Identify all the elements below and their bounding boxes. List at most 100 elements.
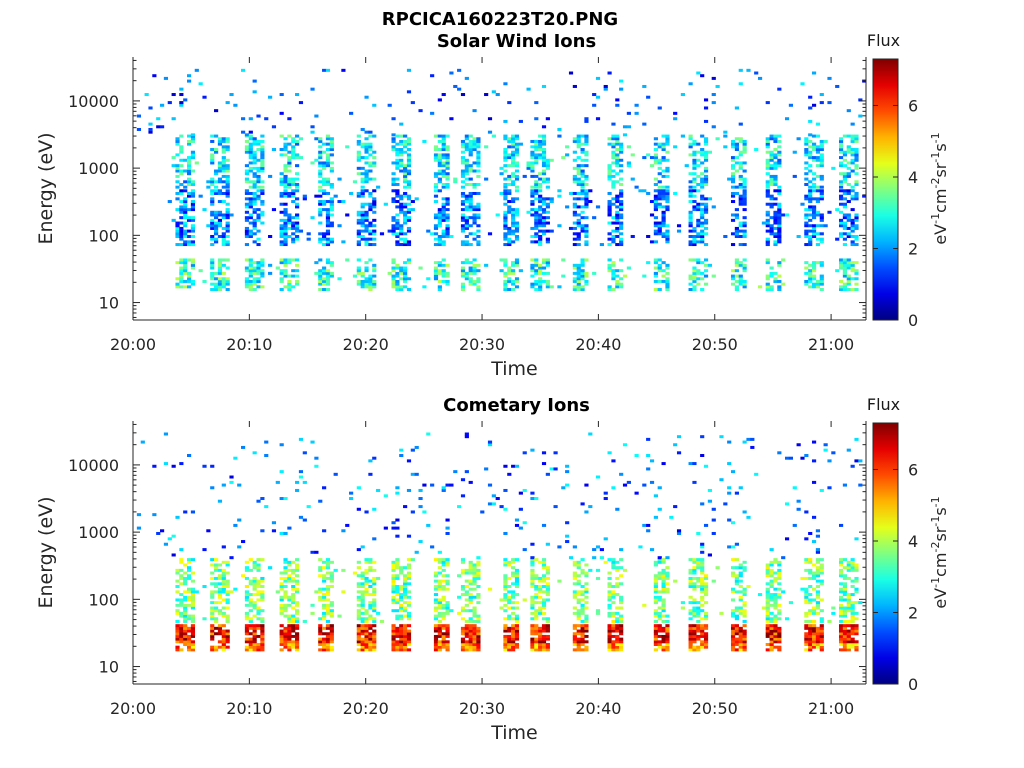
flux-cell <box>615 200 620 204</box>
flux-cell <box>345 523 350 527</box>
flux-cell <box>811 177 817 181</box>
flux-cell <box>476 563 481 567</box>
flux-cell <box>225 590 230 594</box>
flux-cell <box>541 590 547 594</box>
flux-cell <box>846 145 851 149</box>
flux-cell <box>322 645 327 649</box>
x-tick-label: 21:00 <box>808 335 854 354</box>
flux-cell <box>214 180 219 184</box>
flux-cell <box>665 200 670 204</box>
flux-cell <box>179 634 184 638</box>
flux-cell <box>630 177 635 181</box>
flux-cell <box>503 603 508 607</box>
flux-cell <box>773 164 778 168</box>
flux-cell <box>692 166 697 170</box>
flux-cell <box>734 576 739 580</box>
flux-cell <box>638 189 643 193</box>
flux-cell <box>279 279 284 283</box>
flux-cell <box>395 158 400 162</box>
flux-cell <box>815 156 821 160</box>
flux-cell <box>653 194 658 198</box>
flux-cell <box>619 200 624 204</box>
flux-cell <box>476 645 481 649</box>
flux-cell <box>557 194 562 198</box>
flux-cell <box>611 619 616 623</box>
flux-cell <box>511 595 516 599</box>
flux-cell <box>472 634 477 638</box>
flux-cell <box>742 285 747 289</box>
flux-cell <box>464 648 469 652</box>
flux-cell <box>183 609 188 613</box>
flux-cell <box>503 626 508 630</box>
flux-cell <box>445 582 450 586</box>
flux-cell <box>538 640 543 644</box>
flux-cell <box>364 130 369 134</box>
flux-cell <box>295 185 300 189</box>
flux-cell <box>256 158 261 162</box>
flux-cell <box>472 148 477 152</box>
flux-cell <box>252 221 257 225</box>
flux-cell <box>248 279 253 283</box>
flux-cell <box>854 139 859 143</box>
flux-cell <box>433 172 439 176</box>
flux-cell <box>541 202 547 206</box>
flux-cell <box>322 271 327 275</box>
flux-cell <box>183 243 188 247</box>
flux-cell <box>175 634 180 638</box>
flux-cell <box>333 472 338 476</box>
flux-cell <box>318 150 323 154</box>
flux-cell <box>190 150 196 154</box>
flux-cell <box>723 502 728 506</box>
flux-cell <box>279 531 284 535</box>
flux-cell <box>808 234 813 238</box>
flux-cell <box>372 224 377 228</box>
flux-cell <box>692 598 697 602</box>
flux-cell <box>460 642 466 646</box>
flux-cell <box>688 629 693 633</box>
flux-cell <box>661 609 666 613</box>
flux-cell <box>514 224 520 228</box>
flux-cell <box>765 285 770 289</box>
flux-cell <box>742 266 747 270</box>
flux-cell <box>403 505 408 509</box>
flux-cell <box>545 587 550 591</box>
flux-cell <box>472 619 477 623</box>
flux-cell <box>622 483 628 487</box>
flux-cell <box>322 161 327 165</box>
flux-cell <box>545 598 550 602</box>
flux-cell <box>541 200 547 204</box>
flux-cell <box>244 595 250 599</box>
flux-cell <box>187 274 192 278</box>
flux-cell <box>183 640 188 644</box>
flux-cell <box>692 640 697 644</box>
flux-cell <box>700 560 705 564</box>
flux-cell <box>437 139 442 143</box>
flux-cell <box>692 568 697 572</box>
flux-cell <box>811 232 817 236</box>
flux-cell <box>445 279 450 283</box>
flux-cell <box>337 277 342 281</box>
flux-cell <box>734 261 739 265</box>
flux-cell <box>700 587 705 591</box>
flux-cell <box>615 560 620 564</box>
flux-cell <box>607 213 612 217</box>
flux-cell <box>322 269 327 273</box>
flux-cell <box>476 560 481 564</box>
flux-cell <box>838 210 844 214</box>
flux-cell <box>503 226 508 230</box>
flux-cell <box>364 285 369 289</box>
flux-cell <box>187 74 192 78</box>
flux-cell <box>291 180 296 184</box>
flux-cell <box>777 150 782 154</box>
flux-cell <box>364 560 369 564</box>
flux-cell <box>441 486 446 490</box>
flux-cell <box>696 626 701 630</box>
flux-cell <box>318 185 323 189</box>
flux-cell <box>318 208 323 212</box>
flux-cell <box>584 205 589 209</box>
flux-cell <box>619 642 624 646</box>
flux-cell <box>715 84 720 88</box>
flux-cell <box>325 208 331 212</box>
flux-cell <box>356 142 361 146</box>
flux-cell <box>210 648 215 652</box>
